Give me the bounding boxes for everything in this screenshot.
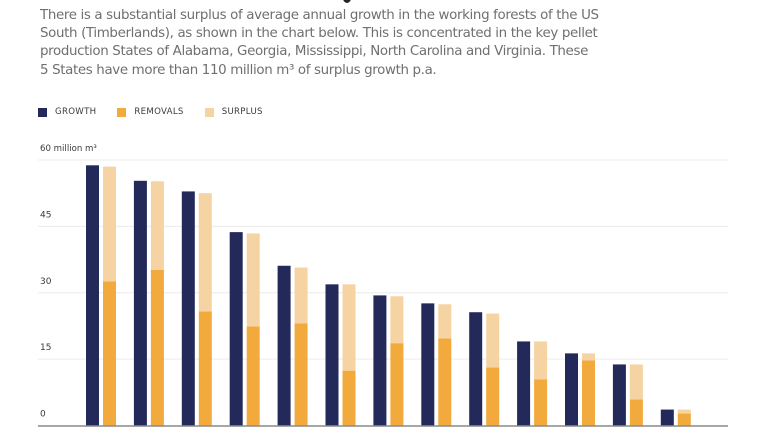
intro-paragraph: There is a substantial surplus of averag… (40, 8, 599, 78)
bar-growth-1 (86, 165, 99, 426)
bar-removals-10 (534, 379, 548, 426)
y-tick-label-0: 0 (40, 410, 46, 420)
legend-swatch-growth (38, 107, 47, 117)
bar-growth-8 (421, 303, 435, 426)
bar-growth-7 (373, 295, 387, 426)
legend-item-removals: REMOVALS (117, 107, 183, 117)
bar-removals-4 (246, 326, 260, 426)
legend-label-removals: REMOVALS (134, 107, 184, 117)
legend-item-growth: GROWTH (38, 107, 96, 117)
bar-removals-7 (390, 343, 404, 426)
legend-label-surplus: SURPLUS (221, 107, 263, 117)
bar-surplus-11 (582, 353, 595, 361)
y-tick-label-45: 45 (40, 210, 51, 220)
title-fragment (343, 0, 351, 3)
bar-growth-9 (469, 312, 483, 426)
bar-removals-2 (150, 269, 164, 426)
bar-growth-5 (277, 265, 291, 426)
bar-surplus-13 (677, 409, 691, 414)
bar-growth-13 (660, 409, 674, 426)
bar-surplus-7 (390, 296, 404, 344)
bar-removals-6 (342, 370, 356, 426)
bar-surplus-9 (486, 313, 500, 368)
bars (86, 165, 691, 426)
bar-growth-2 (133, 180, 147, 426)
bar-growth-11 (565, 353, 578, 426)
bar-removals-11 (582, 360, 595, 426)
y-tick-label-30: 30 (40, 277, 52, 287)
bar-removals-3 (198, 311, 212, 426)
legend-item-surplus: SURPLUS (204, 107, 263, 117)
bar-growth-6 (325, 284, 339, 426)
bar-removals-8 (438, 338, 452, 426)
bar-growth-4 (229, 232, 243, 426)
bar-surplus-1 (103, 166, 116, 282)
bar-surplus-5 (294, 267, 308, 324)
bar-removals-5 (294, 323, 308, 426)
bar-removals-13 (677, 413, 691, 426)
bar-surplus-10 (534, 341, 548, 380)
bar-removals-12 (629, 399, 643, 426)
legend-label-growth: GROWTH (55, 107, 97, 117)
bar-surplus-2 (150, 181, 164, 270)
bar-growth-10 (517, 341, 531, 426)
bar-surplus-3 (198, 193, 212, 312)
bar-surplus-12 (629, 364, 643, 400)
y-tick-labels: 0 15 30 45 (40, 210, 52, 419)
legend-swatch-removals (117, 107, 127, 117)
bar-removals-9 (486, 367, 500, 426)
bar-growth-12 (612, 364, 626, 426)
chart-legend: GROWTH REMOVALS SURPLUS (38, 107, 284, 117)
bar-surplus-4 (246, 233, 260, 327)
bar-growth-3 (181, 191, 195, 426)
bar-removals-1 (103, 281, 116, 426)
y-axis-unit-label: 60 million m³ (40, 144, 97, 154)
bar-surplus-8 (438, 304, 452, 339)
legend-swatch-surplus (204, 107, 214, 117)
bar-surplus-6 (342, 284, 356, 371)
y-tick-label-15: 15 (40, 343, 51, 353)
